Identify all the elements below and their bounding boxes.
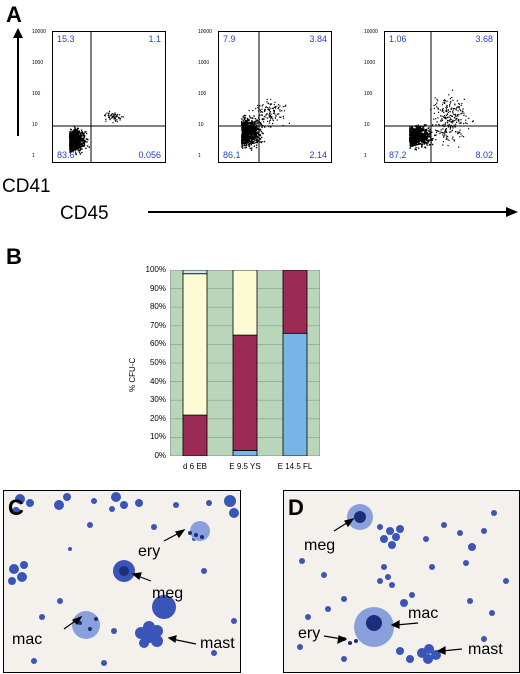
label-c-meg: meg xyxy=(152,585,184,602)
percent-tick-label: 20% xyxy=(149,413,166,423)
percent-tick-label: 80% xyxy=(149,302,166,312)
flow-y-tick: 1 xyxy=(364,153,367,159)
flow-events xyxy=(69,110,124,156)
bar-segment xyxy=(232,334,258,451)
bar-segment xyxy=(182,414,208,456)
flow-y-tick: 10000 xyxy=(32,29,46,35)
label-d-mac: mac xyxy=(408,605,439,622)
label-d-meg: meg xyxy=(304,537,336,554)
quadrant-ll-value: 86.1 xyxy=(223,150,241,160)
quadrant-ll-value: 87.2 xyxy=(389,150,407,160)
percent-tick-label: 100% xyxy=(145,265,166,274)
percent-tick-label: 70% xyxy=(149,320,166,330)
x-axis-label: CD45 xyxy=(60,203,109,224)
bar-segment xyxy=(282,332,308,456)
category-tick-label: d 6 EB xyxy=(182,462,207,471)
flow-y-tick: 100 xyxy=(32,91,41,97)
label-d-mast: mast xyxy=(468,641,503,658)
flow-y-tick: 10 xyxy=(364,122,370,128)
flow-y-tick: 10 xyxy=(198,122,204,128)
label-c-mac: mac xyxy=(12,631,43,648)
quadrant-lr-value: 0.056 xyxy=(138,150,161,160)
bar-segment xyxy=(232,450,258,456)
micrograph-d: D meg mac ery mast xyxy=(283,490,520,673)
micrograph-c-cells xyxy=(8,492,239,666)
percent-tick-label: 0% xyxy=(154,451,166,460)
percent-tick-label: 40% xyxy=(149,376,166,386)
quadrant-ul-value: 15.3 xyxy=(57,34,75,44)
flow-plot-3: 1.06 3.68 87.2 8.02 xyxy=(384,31,498,163)
micrograph-d-cells xyxy=(297,504,509,664)
flow-y-tick: 100 xyxy=(364,91,373,97)
bar-segment xyxy=(182,270,208,275)
percent-tick-label: 90% xyxy=(149,283,166,293)
y-axis-label: CD41 xyxy=(2,176,51,197)
quadrant-ul-value: 7.9 xyxy=(223,34,236,44)
flow-y-tick: 1000 xyxy=(198,60,210,66)
panel-a-letter: A xyxy=(6,2,22,27)
flow-y-tick: 100 xyxy=(198,91,207,97)
panel-d-letter: D xyxy=(288,495,304,520)
percent-tick-label: 60% xyxy=(149,339,166,349)
percent-tick-label: 10% xyxy=(149,432,166,442)
quadrant-ll-value: 83.6 xyxy=(57,150,75,160)
flow-events xyxy=(409,89,474,151)
panel-c-letter: C xyxy=(8,495,24,520)
label-c-mast: mast xyxy=(200,635,235,652)
stacked-bar-chart xyxy=(170,270,320,456)
bar-segment xyxy=(232,270,258,336)
flow-y-tick: 1000 xyxy=(364,60,376,66)
bar-segment xyxy=(282,270,308,334)
flow-events xyxy=(241,98,290,151)
flow-plot-dots xyxy=(219,32,331,162)
flow-y-tick: 10000 xyxy=(198,29,212,35)
y-axis-arrow xyxy=(13,28,23,136)
quadrant-ul-value: 1.06 xyxy=(389,34,407,44)
label-d-ery: ery xyxy=(298,625,321,642)
panel-b-letter: B xyxy=(6,244,22,269)
quadrant-ur-value: 3.84 xyxy=(309,34,327,44)
quadrant-lr-value: 8.02 xyxy=(475,150,493,160)
flow-plot-2: 7.9 3.84 86.1 2.14 xyxy=(218,31,332,163)
x-axis-arrow xyxy=(148,207,518,217)
flow-plot-dots xyxy=(385,32,497,162)
flow-y-tick: 1000 xyxy=(32,60,44,66)
flow-plot-1: 15.3 1.1 83.6 0.056 xyxy=(52,31,166,163)
bar-segment xyxy=(182,273,208,416)
label-c-ery: ery xyxy=(138,543,161,560)
quadrant-ur-value: 3.68 xyxy=(475,34,493,44)
quadrant-ur-value: 1.1 xyxy=(148,34,161,44)
chart-y-label: % CFU-C xyxy=(128,357,137,392)
percent-tick-label: 30% xyxy=(149,395,166,405)
flow-y-tick: 10 xyxy=(32,122,38,128)
flow-y-tick: 10000 xyxy=(364,29,378,35)
category-tick-label: E 14.5 FL xyxy=(277,462,313,471)
percent-tick-label: 50% xyxy=(149,358,166,367)
micrograph-c: C ery meg mac mast xyxy=(3,490,241,673)
quadrant-lr-value: 2.14 xyxy=(309,150,327,160)
category-tick-label: E 9.5 YS xyxy=(229,462,261,471)
flow-plot-dots xyxy=(53,32,165,162)
flow-y-tick: 1 xyxy=(198,153,201,159)
flow-y-tick: 1 xyxy=(32,153,35,159)
